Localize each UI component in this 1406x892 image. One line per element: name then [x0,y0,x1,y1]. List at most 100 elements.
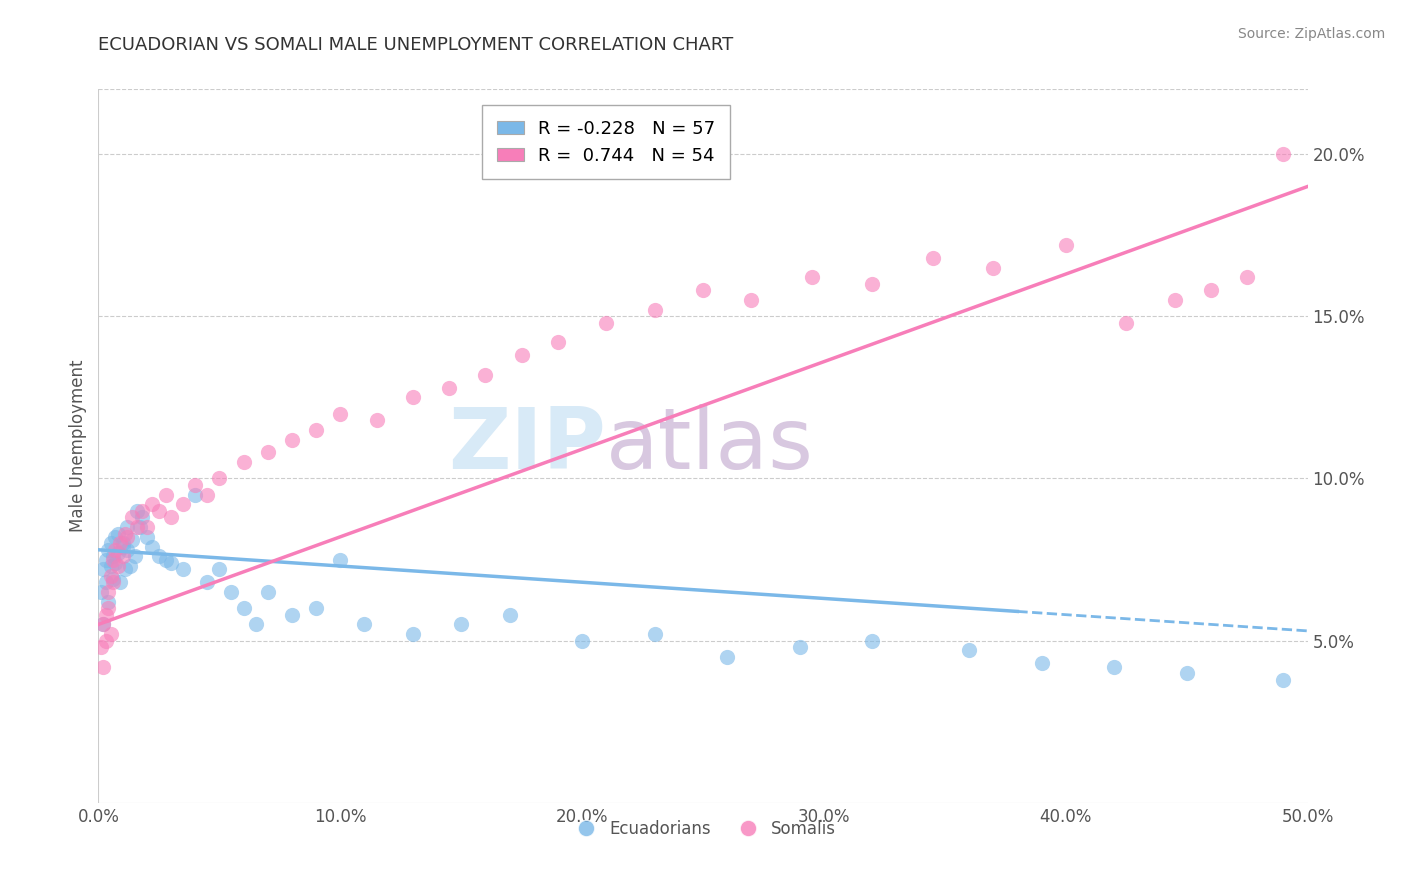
Point [208,562,231,576]
Point [595,316,617,330]
Point [117,542,139,557]
Point [1199,283,1222,297]
Point [740,293,762,307]
Text: ZIP: ZIP [449,404,606,488]
Point [1272,147,1295,161]
Point [101,552,124,566]
Point [135,530,157,544]
Point [131,510,153,524]
Point [148,549,170,564]
Point [128,520,150,534]
Point [281,433,304,447]
Point [281,607,304,622]
Point [114,526,136,541]
Point [90,640,112,654]
Text: ECUADORIAN VS SOMALI MALE UNEMPLOYMENT CORRELATION CHART: ECUADORIAN VS SOMALI MALE UNEMPLOYMENT C… [98,36,734,54]
Point [97,601,120,615]
Point [692,283,714,297]
Point [1175,666,1198,681]
Point [184,478,207,492]
Point [94,607,117,622]
Point [498,607,520,622]
Point [1031,657,1053,671]
Point [100,568,122,582]
Point [329,407,352,421]
Point [208,471,231,485]
Point [114,562,136,576]
Point [195,488,218,502]
Point [127,504,149,518]
Point [111,536,134,550]
Point [172,562,194,576]
Point [104,556,127,570]
Point [329,552,352,566]
Point [141,497,163,511]
Point [97,585,120,599]
Point [101,572,124,586]
Point [108,536,131,550]
Point [107,546,129,560]
Point [305,601,328,615]
Point [160,510,183,524]
Point [100,627,122,641]
Point [256,445,278,459]
Point [1236,270,1258,285]
Point [921,251,943,265]
Point [155,552,177,566]
Point [437,381,460,395]
Point [860,633,883,648]
Point [117,520,139,534]
Point [155,488,177,502]
Point [450,617,472,632]
Point [100,559,122,574]
Point [1054,238,1077,252]
Point [100,536,122,550]
Point [184,488,207,502]
Point [141,540,163,554]
Point [101,575,124,590]
Point [91,617,114,632]
Point [117,530,139,544]
Point [91,562,114,576]
Point [789,640,811,654]
Point [716,649,738,664]
Point [127,520,149,534]
Point [94,552,117,566]
Point [101,549,124,564]
Point [1272,673,1295,687]
Point [981,260,1004,275]
Text: Source: ZipAtlas.com: Source: ZipAtlas.com [1237,27,1385,41]
Point [107,559,129,574]
Point [148,504,170,518]
Point [547,335,569,350]
Point [108,575,131,590]
Point [121,510,143,524]
Point [860,277,883,291]
Point [94,633,117,648]
Point [160,556,183,570]
Point [118,559,141,574]
Point [124,549,146,564]
Point [256,585,278,599]
Point [232,455,254,469]
Point [402,390,425,404]
Point [957,643,980,657]
Point [97,595,120,609]
Point [94,575,117,590]
Point [644,302,666,317]
Point [91,659,114,673]
Point [1115,316,1137,330]
Point [111,540,134,554]
Point [232,601,254,615]
Point [402,627,425,641]
Point [195,575,218,590]
Point [474,368,496,382]
Point [90,585,112,599]
Point [1163,293,1185,307]
Point [366,413,388,427]
Point [91,617,114,632]
Y-axis label: Male Unemployment: Male Unemployment [69,359,87,533]
Text: atlas: atlas [606,404,814,488]
Point [1102,659,1125,673]
Point [305,423,328,437]
